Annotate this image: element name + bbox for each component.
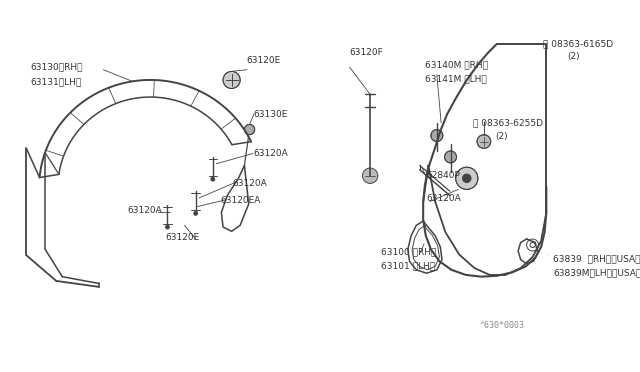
Text: 63839  〈RH〉〈USA〉: 63839 〈RH〉〈USA〉 [553,254,640,263]
Text: (2): (2) [567,52,579,61]
Circle shape [362,168,378,183]
Text: 63101 〈LH〉: 63101 〈LH〉 [381,261,435,270]
Text: 63120A: 63120A [232,179,268,188]
Circle shape [431,129,443,141]
Text: 63120EA: 63120EA [221,196,261,205]
Circle shape [166,225,169,229]
Text: 63140M 〈RH〉: 63140M 〈RH〉 [425,60,488,69]
Text: 63120F: 63120F [349,48,383,57]
Text: 63130〈RH〉: 63130〈RH〉 [31,62,83,72]
Circle shape [463,174,471,183]
Text: 62840P: 62840P [427,171,460,180]
Circle shape [445,151,456,163]
Text: 63120A: 63120A [127,206,162,215]
Text: 63120E: 63120E [246,56,280,65]
Circle shape [593,82,606,95]
Circle shape [211,177,214,181]
Text: 63100 〈RH〉: 63100 〈RH〉 [381,247,436,256]
Text: 63120E: 63120E [166,233,200,242]
Text: Ⓢ 08363-6255D: Ⓢ 08363-6255D [473,118,543,127]
Text: 63120A: 63120A [427,194,461,203]
Circle shape [477,135,491,148]
Text: 63839M〈LH〉〈USA〉: 63839M〈LH〉〈USA〉 [553,268,640,277]
Circle shape [244,124,255,135]
Text: 63120A: 63120A [253,149,288,158]
Text: 63141M 〈LH〉: 63141M 〈LH〉 [425,75,486,84]
Circle shape [456,167,478,189]
Text: 63130E: 63130E [253,110,287,119]
Circle shape [223,71,240,89]
Text: 63131〈LH〉: 63131〈LH〉 [31,77,82,86]
Circle shape [194,212,197,215]
Circle shape [530,243,535,248]
Text: (2): (2) [495,132,508,141]
Text: ^630*0003: ^630*0003 [479,321,525,330]
Text: Ⓢ 08363-6165D: Ⓢ 08363-6165D [543,39,613,48]
